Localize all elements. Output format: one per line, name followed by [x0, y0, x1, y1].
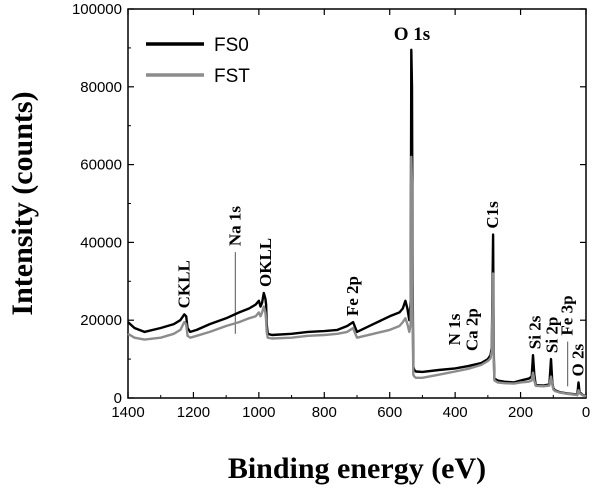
x-tick-label: 0	[582, 404, 590, 421]
series-line-fst	[127, 155, 587, 398]
peak-label: C1s	[483, 201, 502, 229]
legend-label: FST	[214, 66, 250, 87]
peak-label: Si 2s	[526, 315, 545, 349]
y-tick-label: 0	[114, 390, 122, 407]
peak-label: N 1s	[445, 313, 464, 345]
peak-label: Fe 2p	[343, 276, 362, 316]
series-line-fs0	[127, 48, 587, 398]
x-tick-label: 200	[508, 404, 533, 421]
peak-label: O 2s	[568, 343, 587, 376]
x-tick-label: 600	[377, 404, 402, 421]
plot-frame	[127, 8, 587, 399]
x-tick-label: 1200	[177, 404, 210, 421]
y-tick-label: 40000	[80, 234, 122, 251]
peak-label: OKLL	[256, 238, 275, 287]
y-tick-label: 100000	[72, 1, 122, 18]
x-axis-title: Binding energy (eV)	[228, 452, 486, 485]
x-tick-label: 1000	[242, 404, 275, 421]
peak-label: Na 1s	[225, 206, 244, 247]
x-tick-label: 400	[443, 404, 468, 421]
peak-label: Si 2p	[542, 317, 561, 353]
y-axis-title: Intensity (counts)	[6, 91, 39, 315]
y-tick-label: 20000	[80, 312, 122, 329]
y-tick-label: 60000	[80, 157, 122, 174]
peak-label: Ca 2p	[462, 308, 481, 351]
x-tick-label: 800	[312, 404, 337, 421]
y-tick-label: 80000	[80, 79, 122, 96]
x-tick-label: 1400	[111, 404, 144, 421]
peak-label: O 1s	[394, 24, 430, 45]
peak-label: Fe 3p	[558, 295, 577, 335]
peak-label: CKLL	[174, 260, 193, 308]
legend-label: FS0	[214, 35, 249, 56]
